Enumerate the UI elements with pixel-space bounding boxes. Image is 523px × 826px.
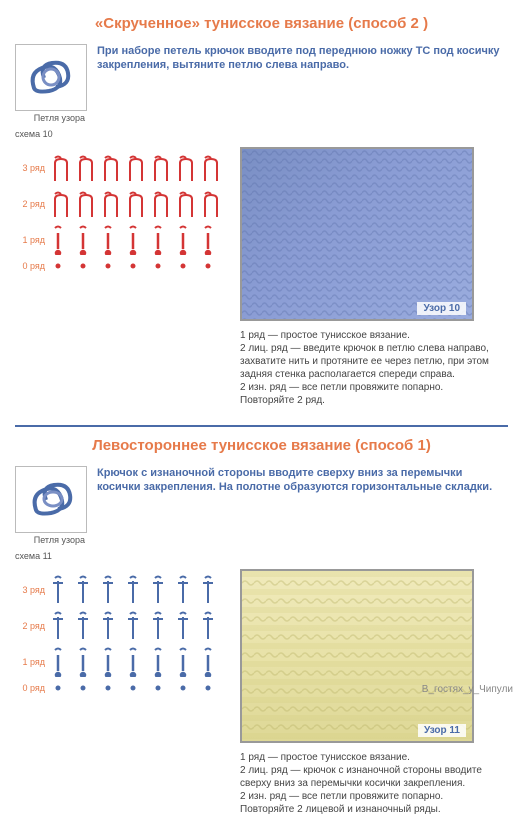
stitch-row: 1 ряд (15, 225, 225, 255)
loop-svg-1 (15, 44, 87, 111)
fabric-photo-2: Узор 11 (240, 569, 474, 743)
row-label: 2 ряд (15, 621, 50, 631)
row-label: 1 ряд (15, 657, 50, 667)
loop-diagram-2: Петля узора схема 11 (15, 466, 85, 561)
loop-caption-1: Петля узора (15, 113, 85, 123)
watermark: В_гостях_у_Чипули (422, 684, 513, 695)
row-label: 3 ряд (15, 163, 50, 173)
fabric-label-1: Узор 10 (417, 302, 466, 315)
photo-area-1: Узор 10 1 ряд — простое тунисское вязани… (240, 147, 508, 407)
fabric-photo-1: Узор 10 (240, 147, 474, 321)
divider (15, 425, 508, 427)
instructions-1: 1 ряд — простое тунисское вязание. 2 лиц… (240, 329, 508, 407)
chart-1: 3 ряд 2 ряд (15, 147, 225, 407)
section2-intro: Крючок с изнаночной стороны вводите свер… (97, 466, 508, 495)
row-label: 1 ряд (15, 235, 50, 245)
section1-top: Петля узора схема 10 При наборе петель к… (15, 44, 508, 139)
schema-label-1: схема 10 (15, 129, 85, 139)
instructions-2: 1 ряд — простое тунисское вязание. 2 лиц… (240, 751, 508, 816)
stitch-row: 1 ряд (15, 647, 225, 677)
section1-title: «Скрученное» тунисское вязание (способ 2… (15, 15, 508, 32)
fabric-label-2: Узор 11 (418, 724, 466, 737)
stitch-row: 0 ряд (15, 683, 225, 693)
loop-svg-2 (15, 466, 87, 533)
stitch-row: 3 ряд (15, 153, 225, 183)
row-label: 0 ряд (15, 261, 50, 271)
stitch-row: 3 ряд (15, 575, 225, 605)
row-label: 0 ряд (15, 683, 50, 693)
chart-2: 3 ряд 2 ряд (15, 569, 225, 816)
section1-content: 3 ряд 2 ряд (15, 147, 508, 407)
section2-top: Петля узора схема 11 Крючок с изнаночной… (15, 466, 508, 561)
schema-label-2: схема 11 (15, 551, 85, 561)
loop-diagram-1: Петля узора схема 10 (15, 44, 85, 139)
section2-title: Левостороннее тунисское вязание (способ … (15, 437, 508, 454)
row-label: 3 ряд (15, 585, 50, 595)
loop-caption-2: Петля узора (15, 535, 85, 545)
stitch-row: 2 ряд (15, 611, 225, 641)
stitch-row: 2 ряд (15, 189, 225, 219)
stitch-row: 0 ряд (15, 261, 225, 271)
row-label: 2 ряд (15, 199, 50, 209)
section1-intro: При наборе петель крючок вводите под пер… (97, 44, 508, 73)
